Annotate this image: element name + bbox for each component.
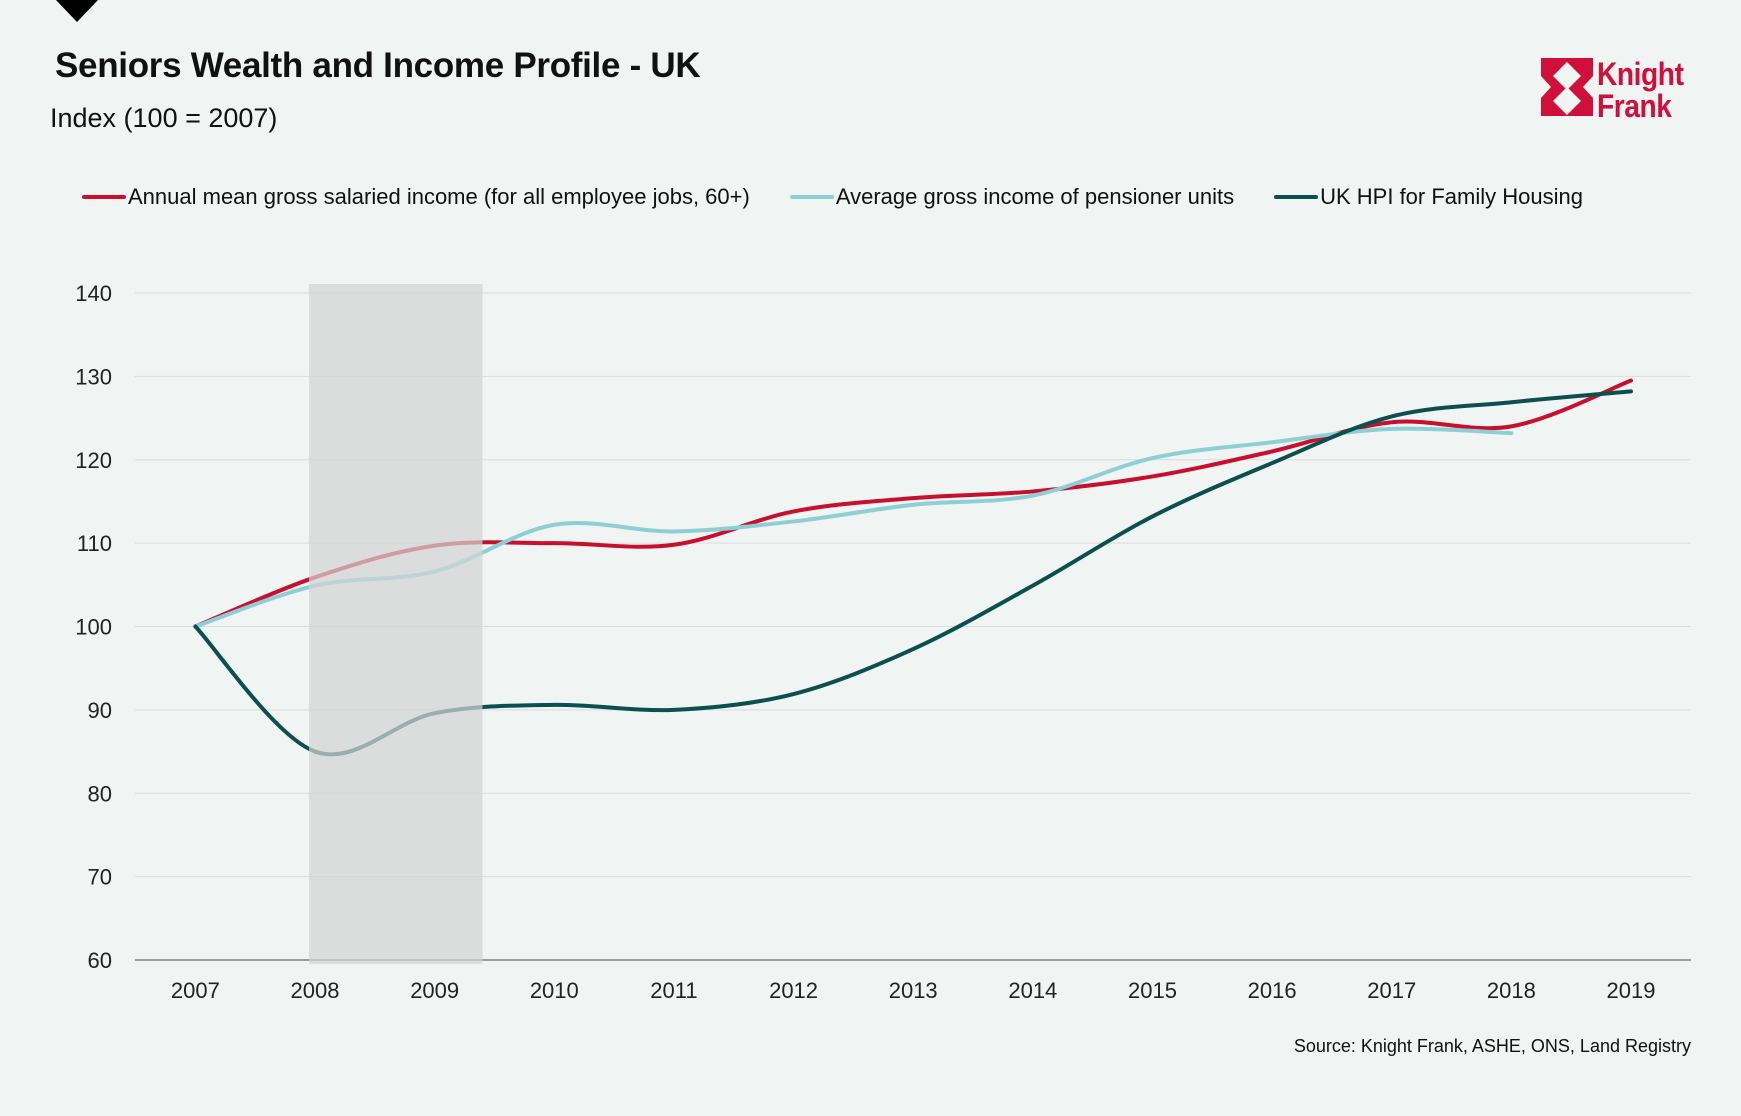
chart-subtitle: Index (100 = 2007) (50, 103, 278, 133)
y-tick-label: 80 (88, 781, 112, 806)
x-tick-label: 2018 (1487, 978, 1536, 1003)
y-tick-label: 110 (77, 531, 112, 556)
y-tick-label: 130 (75, 364, 112, 389)
corner-marker (56, 0, 98, 22)
x-tick-label: 2017 (1367, 978, 1416, 1003)
y-tick-label: 100 (75, 615, 112, 640)
x-tick-label: 2015 (1128, 978, 1177, 1003)
x-tick-label: 2010 (530, 978, 579, 1003)
logo-text-knight: Knight (1597, 56, 1684, 92)
x-tick-label: 2008 (291, 978, 340, 1003)
logo-mark-icon (1541, 58, 1593, 116)
x-tick-label: 2019 (1607, 978, 1656, 1003)
legend-label: Annual mean gross salaried income (for a… (128, 184, 750, 209)
legend-item-hpi: UK HPI for Family Housing (1274, 184, 1583, 210)
y-tick-label: 120 (75, 448, 112, 473)
y-tick-label: 70 (88, 865, 112, 890)
legend-swatch (789, 195, 834, 199)
x-tick-label: 2011 (650, 978, 697, 1003)
legend-label: UK HPI for Family Housing (1320, 184, 1583, 209)
y-tick-label: 90 (88, 698, 112, 723)
y-tick-label: 140 (75, 281, 112, 306)
source-note: Source: Knight Frank, ASHE, ONS, Land Re… (1293, 1036, 1691, 1056)
x-tick-label: 2012 (769, 978, 818, 1003)
legend: Annual mean gross salaried income (for a… (82, 184, 1623, 210)
knight-frank-logo: Knight Frank (1541, 58, 1695, 122)
legend-item-salaried-income: Annual mean gross salaried income (for a… (82, 184, 750, 210)
chart-title: Seniors Wealth and Income Profile - UK (55, 46, 701, 85)
x-tick-label: 2007 (171, 978, 220, 1003)
legend-swatch (1274, 195, 1319, 199)
shaded-period (309, 284, 483, 964)
x-tick-label: 2014 (1008, 978, 1057, 1003)
x-tick-label: 2009 (410, 978, 459, 1003)
legend-item-pensioner-income: Average gross income of pensioner units (789, 184, 1235, 210)
x-tick-label: 2016 (1248, 978, 1297, 1003)
y-tick-label: 60 (88, 948, 112, 973)
legend-swatch (82, 195, 126, 199)
logo-text-frank: Frank (1597, 88, 1672, 124)
legend-label: Average gross income of pensioner units (835, 184, 1235, 209)
x-tick-label: 2013 (889, 978, 938, 1003)
